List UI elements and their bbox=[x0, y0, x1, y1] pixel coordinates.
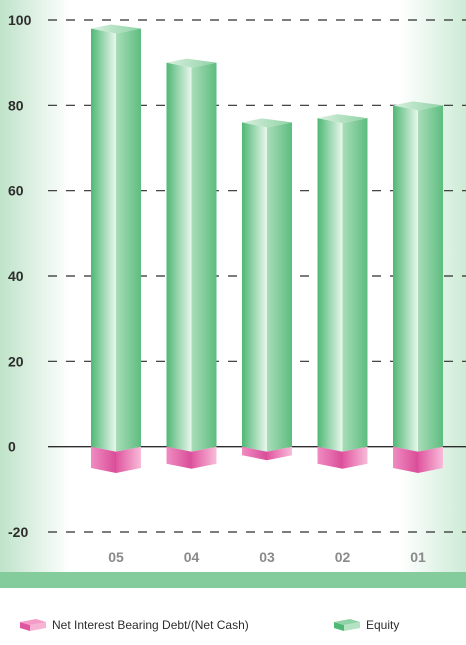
equity-bar-left-face bbox=[91, 28, 116, 452]
debt-bar-left-face bbox=[393, 446, 418, 473]
legend: Net Interest Bearing Debt/(Net Cash) Equ… bbox=[0, 618, 466, 642]
x-category-label: 04 bbox=[184, 549, 200, 565]
chart-background bbox=[0, 0, 466, 572]
debt-bar-right-face bbox=[342, 446, 368, 469]
y-tick-label: 80 bbox=[8, 97, 24, 113]
debt-bar-right-face bbox=[191, 446, 217, 469]
x-category-label: 03 bbox=[259, 549, 275, 565]
x-category-label: 01 bbox=[410, 549, 426, 565]
legend-item-equity: Equity bbox=[334, 618, 399, 632]
equity-bar-top-face bbox=[393, 101, 443, 111]
bottom-band bbox=[0, 572, 466, 588]
equity-bar-left-face bbox=[317, 118, 343, 452]
y-tick-label: 0 bbox=[8, 439, 16, 455]
y-tick-label: -20 bbox=[8, 524, 28, 540]
equity-bar-top-face bbox=[242, 118, 292, 128]
equity-bar-top-face bbox=[166, 58, 217, 68]
equity-bar-right-face bbox=[418, 105, 443, 452]
x-category-label: 05 bbox=[108, 549, 124, 565]
legend-swatch-equity bbox=[334, 619, 360, 631]
legend-label-equity: Equity bbox=[366, 618, 400, 632]
equity-bar-left-face bbox=[242, 122, 267, 452]
y-tick-label: 20 bbox=[8, 353, 24, 369]
y-tick-label: 100 bbox=[8, 12, 32, 28]
y-tick-label: 60 bbox=[8, 183, 24, 199]
equity-bar-right-face bbox=[342, 118, 368, 452]
legend-item-debt: Net Interest Bearing Debt/(Net Cash) bbox=[20, 618, 249, 632]
debt-bar-left-face bbox=[166, 446, 192, 469]
equity-bar-left-face bbox=[393, 105, 418, 452]
equity-bar-right-face bbox=[116, 28, 141, 452]
debt-bar-left-face bbox=[317, 446, 343, 469]
equity-bar-right-face bbox=[267, 122, 292, 452]
legend-label-debt: Net Interest Bearing Debt/(Net Cash) bbox=[52, 618, 249, 632]
legend-swatch-debt bbox=[20, 619, 46, 631]
y-tick-label: 40 bbox=[8, 268, 24, 284]
bar-chart: 100 80 60 40 20 0 -20 05 04 03 02 01 bbox=[8, 12, 466, 565]
equity-bar-right-face bbox=[191, 62, 217, 452]
x-category-label: 02 bbox=[335, 549, 351, 565]
equity-bar-top-face bbox=[317, 114, 368, 124]
equity-bar-left-face bbox=[166, 62, 192, 452]
debt-bar-right-face bbox=[116, 446, 141, 473]
debt-bar-left-face bbox=[91, 446, 116, 473]
debt-bar-left-face bbox=[242, 446, 267, 461]
debt-bar-right-face bbox=[267, 446, 292, 461]
equity-bar-top-face bbox=[91, 24, 141, 34]
debt-bar-right-face bbox=[418, 446, 443, 473]
